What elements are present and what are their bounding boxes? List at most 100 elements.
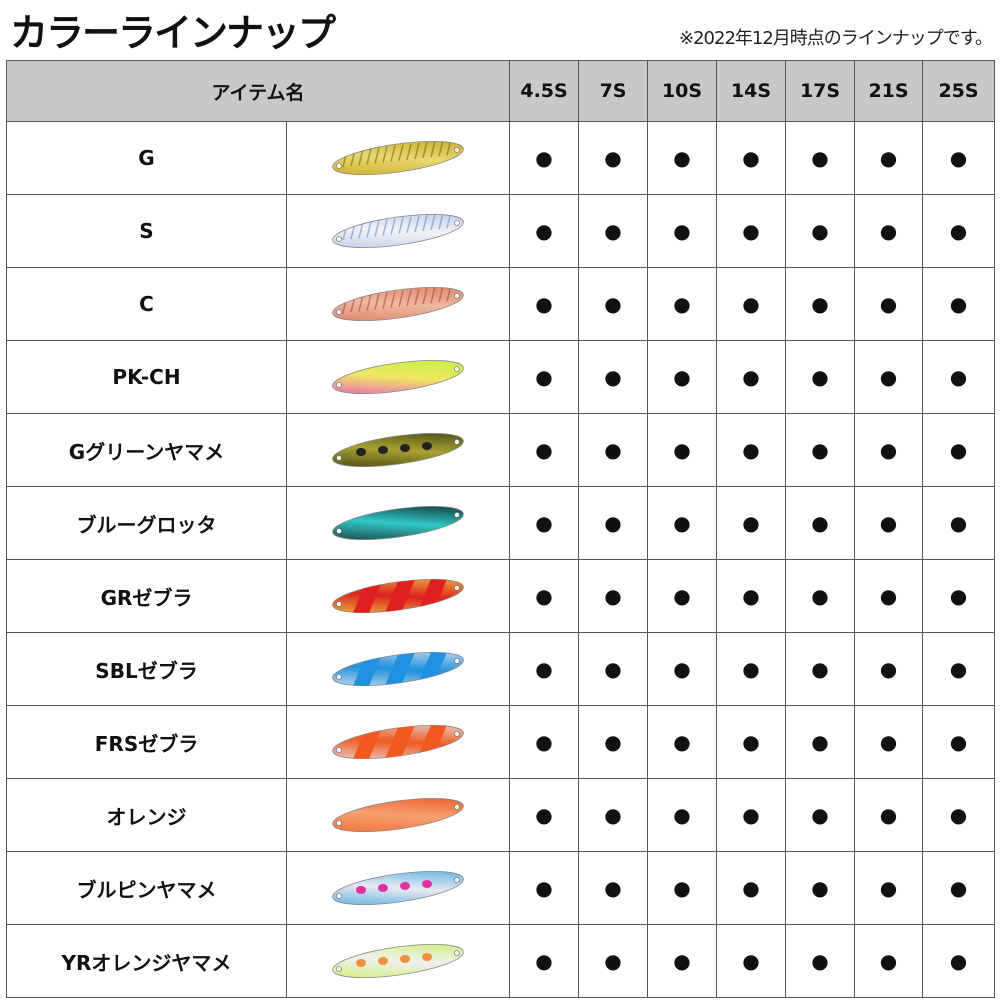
available-mark: ● [854,194,924,268]
available-mark: ● [854,121,924,195]
lure-image [332,359,464,395]
available-mark: ● [785,851,856,925]
lineup-note: ※2022年12月時点のラインナップです。 [679,28,993,49]
available-mark: ● [716,559,787,633]
available-mark: ● [647,340,718,414]
available-mark: ● [578,194,649,268]
lure-image-cell [285,121,511,195]
available-mark: ● [578,632,649,706]
available-mark: ● [509,559,580,633]
available-mark: ● [854,340,924,414]
available-mark: ● [647,121,718,195]
item-name: ブルピンヤマメ [6,851,287,925]
available-mark: ● [922,121,996,195]
table-row: C ● ● ● ● ● ● ● [6,267,996,341]
available-mark: ● [647,778,718,852]
size-header: 25S [922,60,996,122]
available-mark: ● [922,778,996,852]
available-mark: ● [854,778,924,852]
table-row: S ● ● ● ● ● ● ● [6,194,996,268]
available-mark: ● [922,632,996,706]
available-mark: ● [854,267,924,341]
available-mark: ● [509,486,580,560]
lure-image [332,139,464,176]
item-name: GRゼブラ [6,559,287,633]
lure-image-cell [285,705,511,779]
item-name: YRオレンジヤマメ [6,924,287,998]
available-mark: ● [509,194,580,268]
item-name: C [6,267,287,341]
available-mark: ● [578,851,649,925]
available-mark: ● [509,267,580,341]
table-row: オレンジ ● ● ● ● ● ● ● [6,778,996,852]
item-name: オレンジ [6,778,287,852]
available-mark: ● [854,413,924,487]
available-mark: ● [509,705,580,779]
lure-image-cell [285,559,511,633]
available-mark: ● [716,486,787,560]
available-mark: ● [509,632,580,706]
available-mark: ● [922,340,996,414]
lure-image [332,797,464,833]
table-row: Gグリーンヤマメ ● ● ● ● ● ● ● [6,413,996,487]
available-mark: ● [716,194,787,268]
table-row: FRSゼブラ ● ● ● ● ● ● ● [6,705,996,779]
size-header: 4.5S [509,60,580,122]
available-mark: ● [509,924,580,998]
available-mark: ● [854,559,924,633]
lure-image [332,432,464,468]
lure-image-cell [285,194,511,268]
available-mark: ● [854,924,924,998]
available-mark: ● [785,778,856,852]
available-mark: ● [578,340,649,414]
available-mark: ● [509,121,580,195]
header-row: アイテム名 4.5S 7S 10S 14S 17S 21S 25S [5,60,996,122]
item-name: Gグリーンヤマメ [6,413,287,487]
item-name: G [6,121,287,195]
available-mark: ● [922,851,996,925]
table-row: PK-CH ● ● ● ● ● ● ● [6,340,996,414]
lure-image-cell [285,340,511,414]
available-mark: ● [509,413,580,487]
available-mark: ● [578,486,649,560]
available-mark: ● [716,851,787,925]
available-mark: ● [785,413,856,487]
available-mark: ● [785,705,856,779]
available-mark: ● [716,632,787,706]
table-row: YRオレンジヤマメ ● ● ● ● ● ● ● [6,924,996,998]
lure-image [332,724,464,760]
available-mark: ● [716,413,787,487]
available-mark: ● [922,559,996,633]
lure-image [332,651,464,687]
table-row: GRゼブラ ● ● ● ● ● ● ● [6,559,996,633]
lure-image-cell [285,778,511,852]
available-mark: ● [922,194,996,268]
available-mark: ● [854,486,924,560]
item-name: PK-CH [6,340,287,414]
item-name: ブルーグロッタ [6,486,287,560]
lure-image-cell [285,486,511,560]
available-mark: ● [785,267,856,341]
available-mark: ● [578,924,649,998]
size-header: 10S [647,60,718,122]
available-mark: ● [647,486,718,560]
color-lineup-table: アイテム名 4.5S 7S 10S 14S 17S 21S 25S G ● ● ● ● ● ● ● S ●… [5,60,996,998]
available-mark: ● [647,632,718,706]
available-mark: ● [509,851,580,925]
available-mark: ● [716,121,787,195]
available-mark: ● [716,778,787,852]
available-mark: ● [716,924,787,998]
available-mark: ● [578,267,649,341]
available-mark: ● [854,851,924,925]
item-name: SBLゼブラ [6,632,287,706]
available-mark: ● [578,121,649,195]
available-mark: ● [647,705,718,779]
size-header: 14S [716,60,787,122]
available-mark: ● [785,486,856,560]
lure-image [332,578,464,614]
available-mark: ● [509,778,580,852]
available-mark: ● [647,194,718,268]
item-name: FRSゼブラ [6,705,287,779]
available-mark: ● [647,924,718,998]
available-mark: ● [785,340,856,414]
